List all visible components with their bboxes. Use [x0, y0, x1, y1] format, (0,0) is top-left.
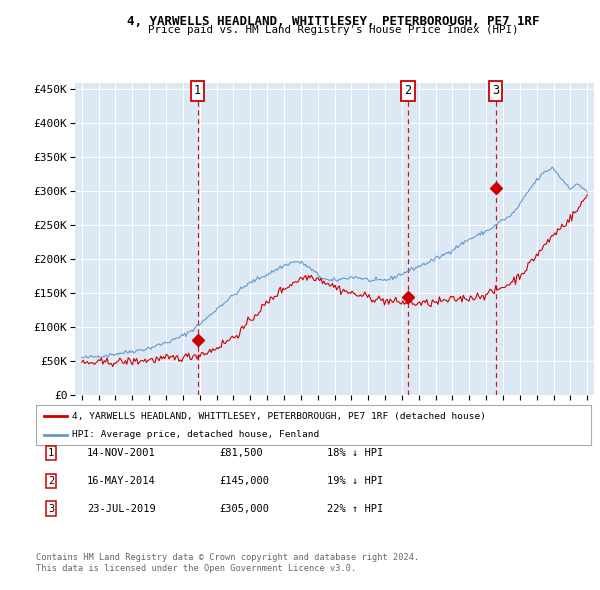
Text: Contains HM Land Registry data © Crown copyright and database right 2024.
This d: Contains HM Land Registry data © Crown c…: [36, 553, 419, 573]
Text: 19% ↓ HPI: 19% ↓ HPI: [327, 476, 383, 486]
Text: £81,500: £81,500: [219, 448, 263, 458]
Text: 3: 3: [492, 84, 499, 97]
Text: 18% ↓ HPI: 18% ↓ HPI: [327, 448, 383, 458]
Text: £145,000: £145,000: [219, 476, 269, 486]
Text: 1: 1: [48, 448, 54, 458]
Text: 4, YARWELLS HEADLAND, WHITTLESEY, PETERBOROUGH, PE7 1RF (detached house): 4, YARWELLS HEADLAND, WHITTLESEY, PETERB…: [72, 412, 486, 421]
Text: 14-NOV-2001: 14-NOV-2001: [87, 448, 156, 458]
Text: HPI: Average price, detached house, Fenland: HPI: Average price, detached house, Fenl…: [72, 430, 319, 439]
Text: 2: 2: [404, 84, 412, 97]
Text: 2: 2: [48, 476, 54, 486]
Text: 3: 3: [48, 504, 54, 513]
Text: Price paid vs. HM Land Registry's House Price Index (HPI): Price paid vs. HM Land Registry's House …: [148, 25, 518, 35]
Text: 16-MAY-2014: 16-MAY-2014: [87, 476, 156, 486]
Text: 4, YARWELLS HEADLAND, WHITTLESEY, PETERBOROUGH, PE7 1RF: 4, YARWELLS HEADLAND, WHITTLESEY, PETERB…: [127, 15, 539, 28]
Text: £305,000: £305,000: [219, 504, 269, 513]
Text: 23-JUL-2019: 23-JUL-2019: [87, 504, 156, 513]
Text: 22% ↑ HPI: 22% ↑ HPI: [327, 504, 383, 513]
Text: 1: 1: [194, 84, 201, 97]
